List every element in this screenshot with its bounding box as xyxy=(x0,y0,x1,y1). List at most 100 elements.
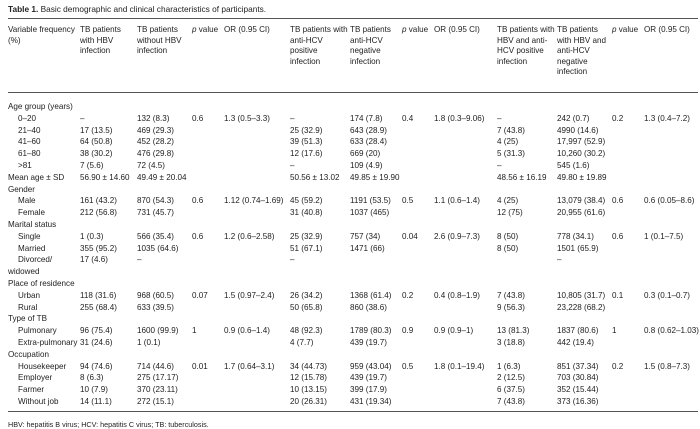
table-cell: 161 (43.2) xyxy=(80,196,117,206)
table-cell xyxy=(644,266,698,278)
table-row: 0–20 – 132 (8.3) 0.6 1.3 (0.5–3.3) – 174 (7.8)… xyxy=(8,113,698,125)
row-label: Single xyxy=(18,231,41,241)
table-cell xyxy=(350,184,402,196)
table-cell: 431 (19.34) xyxy=(350,396,392,406)
table-cell xyxy=(644,184,698,196)
table-cell: 272 (15.1) xyxy=(137,396,174,406)
table-cell: 25 (32.9) xyxy=(290,125,323,135)
table-cell: 1368 (61.4) xyxy=(350,290,392,300)
table-cell: 1.2 (0.6–2.58) xyxy=(224,231,275,241)
table-cell xyxy=(612,160,644,172)
table-cell xyxy=(612,148,644,160)
table-cell xyxy=(644,160,698,172)
table-cell xyxy=(612,172,644,184)
table-cell xyxy=(402,243,434,255)
table-cell: 0.5 xyxy=(402,361,414,371)
table-cell: 0.8 (0.62–1.03) xyxy=(644,326,699,336)
table-cell xyxy=(644,172,698,184)
table-cell: 48 (92.3) xyxy=(290,326,323,336)
row-label: 61–80 xyxy=(18,149,41,159)
table-row: Place of residence xyxy=(8,278,698,290)
table-cell: 20 (26.31) xyxy=(290,396,327,406)
table-cell: 566 (35.4) xyxy=(137,231,174,241)
table-cell xyxy=(434,302,497,314)
table-cell xyxy=(557,219,612,231)
row-label: Place of residence xyxy=(8,278,75,288)
table-cell: 1789 (80.3) xyxy=(350,326,392,336)
table-cell xyxy=(192,384,224,396)
table-cell xyxy=(434,396,497,411)
table-cell xyxy=(497,92,557,112)
table-cell: 12 (75) xyxy=(497,208,523,218)
table-cell xyxy=(350,266,402,278)
table-cell: 452 (28.2) xyxy=(137,137,174,147)
table-cell xyxy=(612,125,644,137)
table-cell xyxy=(434,125,497,137)
table-cell: 1.3 (0.4–7.2) xyxy=(644,113,690,123)
table-cell xyxy=(350,313,402,325)
table-cell: 4 (25) xyxy=(497,137,519,147)
table-cell: 545 (1.6) xyxy=(557,160,590,170)
table-cell xyxy=(224,148,290,160)
table-cell: 1 (6.3) xyxy=(497,361,521,371)
table-cell: 242 (0.7) xyxy=(557,113,590,123)
table-cell xyxy=(644,372,698,384)
table-cell xyxy=(80,92,137,112)
table-cell xyxy=(224,243,290,255)
table-cell: 959 (43.04) xyxy=(350,361,392,371)
table-cell: 1 (0.3) xyxy=(80,231,104,241)
table-cell: 0.6 xyxy=(192,113,204,123)
table-cell: 0.5 xyxy=(402,196,414,206)
row-label: Pulmonary xyxy=(18,326,57,336)
table-cell xyxy=(644,92,698,112)
table-cell xyxy=(224,384,290,396)
table-cell: 1.3 (0.5–3.3) xyxy=(224,113,270,123)
table-cell xyxy=(80,184,137,196)
row-label: >81 xyxy=(18,160,32,170)
table-cell xyxy=(137,313,192,325)
table-cell xyxy=(402,92,434,112)
table-cell: 109 (4.9) xyxy=(350,160,383,170)
row-label: Female xyxy=(18,208,45,218)
table-cell: 7 (43.8) xyxy=(497,290,525,300)
table-cell: 0.2 xyxy=(612,361,624,371)
column-header: TB patients anti-HCV negative infection xyxy=(350,25,391,66)
table-cell: 0.9 xyxy=(402,326,414,336)
table-cell xyxy=(290,349,350,361)
table-cell xyxy=(224,337,290,349)
table-cell xyxy=(497,254,557,266)
table-cell xyxy=(644,243,698,255)
table-cell: 0.1 xyxy=(612,290,624,300)
table-cell xyxy=(434,160,497,172)
table-cell: 1191 (53.5) xyxy=(350,196,391,206)
table-cell xyxy=(224,349,290,361)
table-cell xyxy=(434,384,497,396)
table-cell: 1 (0.1) xyxy=(137,337,161,347)
table-cell: 38 (30.2) xyxy=(80,149,113,159)
table-cell: 1037 (465) xyxy=(350,208,390,218)
table-cell xyxy=(402,396,434,411)
column-header: OR (0.95 CI) xyxy=(434,25,480,34)
table-cell xyxy=(224,313,290,325)
table-cell: 0.9 (0.6–1.4) xyxy=(224,326,270,336)
table-cell: 1.8 (0.1–19.4) xyxy=(434,361,485,371)
table-cell xyxy=(80,219,137,231)
table-row: Occupation xyxy=(8,349,698,361)
table-cell: – xyxy=(557,255,562,265)
table-cell xyxy=(557,349,612,361)
table-cell: 39 (51.3) xyxy=(290,137,323,147)
table-row: Housekeeper 94 (74.6) 714 (44.6) 0.01 1.7 (0… xyxy=(8,361,698,373)
table-cell xyxy=(612,396,644,411)
table-row: Rural 255 (68.4) 633 (39.5) 50 (65.8) 860 (3… xyxy=(8,302,698,314)
row-label: Gender xyxy=(8,184,35,194)
table-cell xyxy=(350,278,402,290)
column-header: OR (0.95 CI) xyxy=(644,25,690,34)
table-cell xyxy=(350,219,402,231)
table-cell: 1837 (80.6) xyxy=(557,326,599,336)
row-label: Urban xyxy=(18,290,41,300)
table-cell: 4 (7.7) xyxy=(290,337,314,347)
table-cell: 9 (56.3) xyxy=(497,302,525,312)
table-cell: 778 (34.1) xyxy=(557,231,594,241)
table-cell: 8 (50) xyxy=(497,231,519,241)
table-cell: 31 (24.6) xyxy=(80,337,113,347)
